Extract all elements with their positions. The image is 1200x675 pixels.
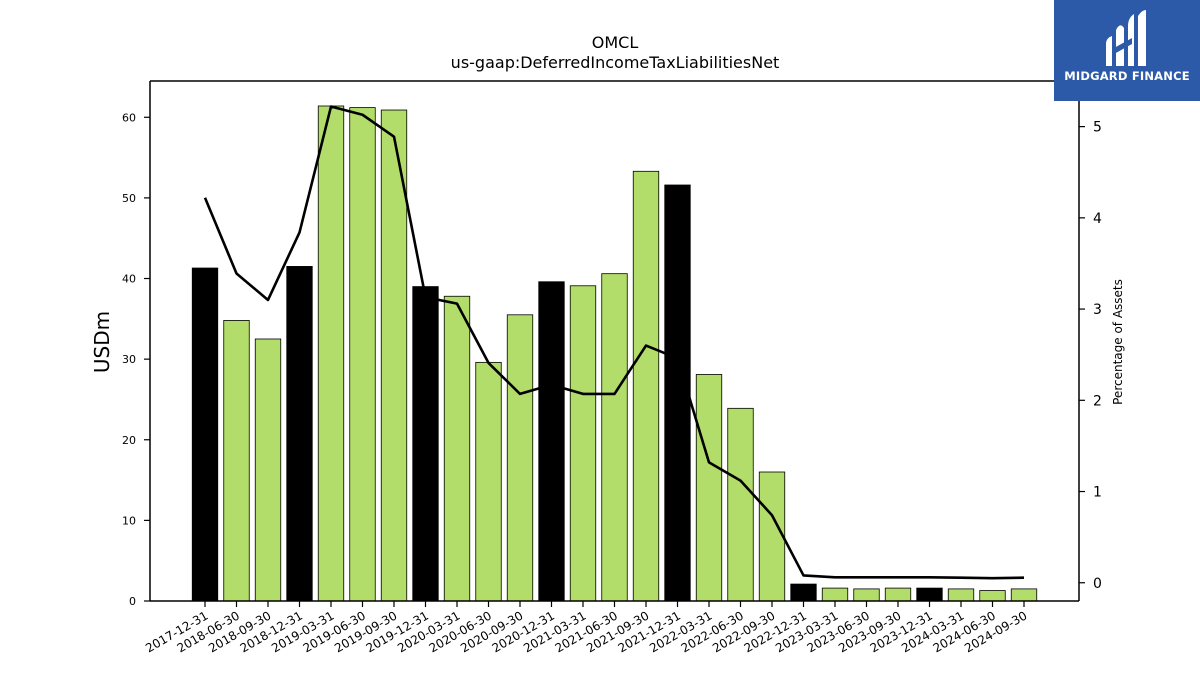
bar-2024-09-30: [1010, 588, 1038, 602]
bar-2021-12-31: [664, 184, 691, 602]
bar-2020-09-30: [506, 314, 534, 602]
bar-2022-12-31: [790, 583, 817, 602]
bar-2019-09-30: [380, 109, 408, 602]
bar-2021-06-30: [601, 273, 628, 602]
y-tick-label: 50: [122, 192, 136, 205]
bar-2022-06-30: [727, 407, 754, 602]
bar-2018-12-31: [286, 266, 313, 602]
bar-2024-03-31: [947, 588, 975, 602]
bar-2024-06-30: [979, 590, 1006, 602]
bar-2022-03-31: [695, 374, 723, 602]
bar-2023-09-30: [884, 587, 912, 602]
percentage-line: [203, 105, 1025, 580]
y-tick-label: 30: [122, 353, 136, 366]
y-tick-label: 60: [122, 111, 136, 124]
y-axis-label: USDm: [90, 311, 114, 373]
y-axis-right-label: Percentage of Assets: [1111, 279, 1125, 405]
y-right-tick-label: 2: [1093, 393, 1102, 409]
y-tick-label: 40: [122, 273, 136, 286]
bar-2019-12-31: [412, 286, 439, 602]
y-right-tick-label: 0: [1093, 576, 1102, 592]
y-right-tick-label: 4: [1093, 211, 1102, 227]
bar-2019-06-30: [349, 107, 376, 602]
y-right-tick-label: 3: [1093, 302, 1102, 318]
logo-text: MIDGARD FINANCE: [1064, 69, 1190, 83]
bar-2020-03-31: [443, 295, 471, 602]
y-right-tick-label: 5: [1093, 120, 1102, 136]
bar-2017-12-31: [191, 267, 219, 602]
bar-2023-12-31: [916, 587, 943, 602]
bar-2018-09-30: [254, 338, 282, 602]
y-tick-label: 20: [122, 434, 136, 447]
y-tick-label: 10: [122, 514, 136, 527]
line-layer: [203, 105, 1025, 580]
chart-subtitle: us-gaap:DeferredIncomeTaxLiabilitiesNet: [451, 53, 780, 72]
bar-2023-06-30: [853, 588, 880, 602]
bar-2020-06-30: [475, 361, 502, 602]
bars-layer: [191, 105, 1038, 602]
bar-2021-09-30: [632, 170, 660, 602]
bar-2021-03-31: [569, 285, 597, 602]
bar-2018-06-30: [223, 320, 250, 602]
brand-logo: MIDGARD FINANCE: [1054, 0, 1200, 101]
y-tick-label: 0: [129, 595, 136, 608]
logo-mark-icon: [1106, 10, 1146, 66]
bar-2023-03-31: [821, 587, 849, 602]
bar-2022-09-30: [758, 471, 786, 602]
bar-2020-12-31: [538, 281, 565, 602]
bar-2019-03-31: [317, 105, 345, 602]
chart-title: OMCL: [592, 33, 639, 52]
y-right-tick-label: 1: [1093, 485, 1102, 501]
